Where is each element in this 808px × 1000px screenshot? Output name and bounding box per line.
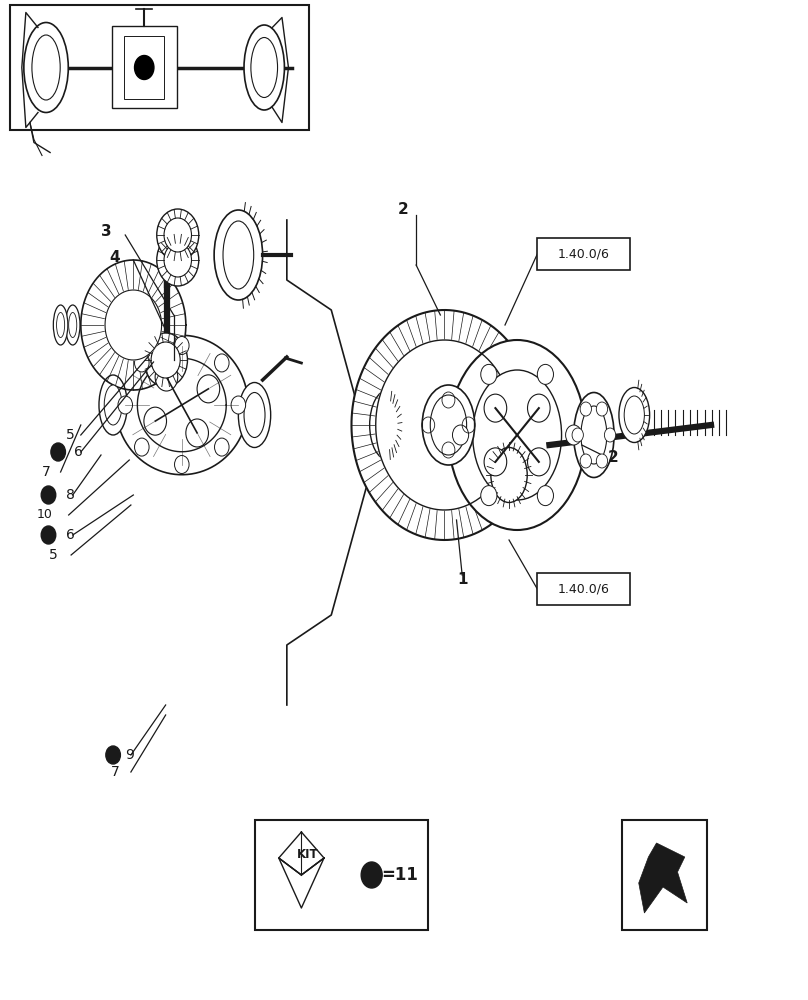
Circle shape <box>157 234 199 286</box>
Text: =11: =11 <box>381 866 419 884</box>
Text: 1: 1 <box>457 572 467 587</box>
Text: KIT: KIT <box>297 847 318 860</box>
Text: 2: 2 <box>398 202 408 218</box>
Text: 1.40.0/6: 1.40.0/6 <box>558 582 610 595</box>
Ellipse shape <box>624 396 645 434</box>
Bar <box>255 820 428 930</box>
Circle shape <box>481 486 497 506</box>
Polygon shape <box>105 290 162 360</box>
Ellipse shape <box>223 221 254 289</box>
Ellipse shape <box>24 22 69 112</box>
Circle shape <box>157 209 199 261</box>
Circle shape <box>528 448 550 476</box>
Polygon shape <box>279 858 324 908</box>
Ellipse shape <box>244 392 265 438</box>
Circle shape <box>528 394 550 422</box>
Text: 3: 3 <box>101 225 112 239</box>
Circle shape <box>214 438 229 456</box>
Ellipse shape <box>619 387 650 442</box>
Circle shape <box>566 425 582 445</box>
Ellipse shape <box>99 375 128 435</box>
Circle shape <box>144 333 187 387</box>
Text: 5: 5 <box>49 548 58 562</box>
Circle shape <box>452 425 469 445</box>
Circle shape <box>51 443 65 461</box>
Circle shape <box>151 342 180 378</box>
Circle shape <box>134 55 154 80</box>
Circle shape <box>484 448 507 476</box>
Polygon shape <box>137 358 226 452</box>
Text: 7: 7 <box>42 465 51 479</box>
Circle shape <box>118 396 133 414</box>
Circle shape <box>175 336 189 355</box>
Circle shape <box>41 486 56 504</box>
Text: 6: 6 <box>74 445 83 459</box>
Ellipse shape <box>65 305 80 345</box>
Circle shape <box>572 428 583 442</box>
Text: 10: 10 <box>36 508 53 522</box>
Ellipse shape <box>214 210 263 300</box>
Ellipse shape <box>378 402 398 448</box>
Bar <box>537 573 630 605</box>
Circle shape <box>604 428 616 442</box>
Ellipse shape <box>574 392 614 478</box>
Ellipse shape <box>473 370 562 500</box>
Bar <box>112 26 177 107</box>
Bar <box>622 820 707 930</box>
Ellipse shape <box>238 382 271 448</box>
Circle shape <box>484 394 507 422</box>
Polygon shape <box>81 260 186 390</box>
Ellipse shape <box>250 37 278 98</box>
Ellipse shape <box>244 25 284 110</box>
Polygon shape <box>638 843 688 913</box>
Text: 4: 4 <box>109 250 120 265</box>
Circle shape <box>155 363 178 391</box>
Polygon shape <box>279 832 324 875</box>
Circle shape <box>214 354 229 372</box>
Circle shape <box>164 218 191 252</box>
Polygon shape <box>116 335 248 475</box>
Circle shape <box>135 438 149 456</box>
Circle shape <box>186 419 208 447</box>
Circle shape <box>537 364 553 384</box>
Circle shape <box>197 375 220 403</box>
Ellipse shape <box>370 390 406 460</box>
Text: 9: 9 <box>125 748 134 762</box>
Circle shape <box>135 354 149 372</box>
Text: 1.40.0/6: 1.40.0/6 <box>558 247 610 260</box>
Ellipse shape <box>581 406 607 464</box>
Circle shape <box>481 364 497 384</box>
Circle shape <box>580 454 591 468</box>
Ellipse shape <box>69 312 77 338</box>
Circle shape <box>164 243 191 277</box>
Ellipse shape <box>491 448 528 503</box>
Circle shape <box>175 456 189 474</box>
Ellipse shape <box>448 340 586 530</box>
Bar <box>124 36 165 99</box>
Text: 6: 6 <box>66 528 75 542</box>
Circle shape <box>580 402 591 416</box>
Ellipse shape <box>423 385 475 465</box>
Circle shape <box>596 402 608 416</box>
Circle shape <box>106 746 120 764</box>
Text: 7: 7 <box>111 765 120 779</box>
Text: 8: 8 <box>66 488 75 502</box>
Ellipse shape <box>57 312 65 338</box>
Circle shape <box>41 526 56 544</box>
Circle shape <box>537 486 553 506</box>
Bar <box>10 5 309 130</box>
Ellipse shape <box>53 305 68 345</box>
Circle shape <box>231 396 246 414</box>
Circle shape <box>144 407 166 435</box>
Ellipse shape <box>430 395 467 455</box>
Polygon shape <box>376 340 513 510</box>
Circle shape <box>361 862 382 888</box>
Text: 2: 2 <box>608 450 618 464</box>
Circle shape <box>596 454 608 468</box>
Polygon shape <box>351 310 537 540</box>
Bar <box>537 238 630 270</box>
Ellipse shape <box>104 385 122 425</box>
Text: 5: 5 <box>65 428 74 442</box>
Ellipse shape <box>32 35 60 100</box>
